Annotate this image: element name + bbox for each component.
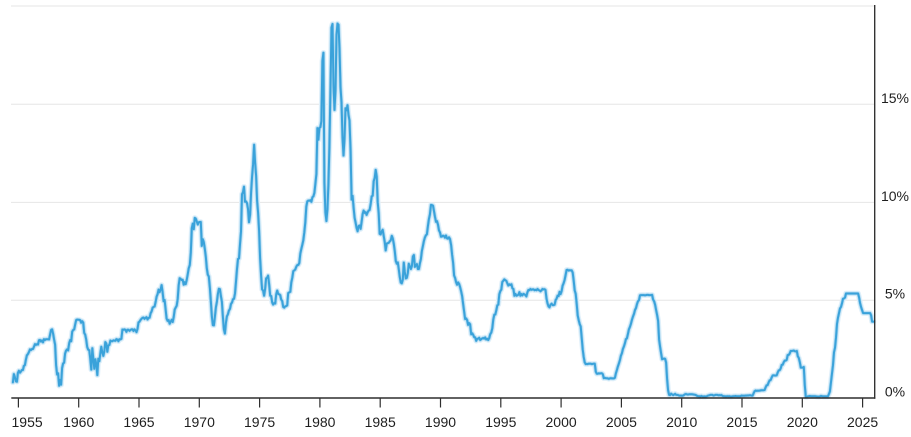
svg-text:1975: 1975 bbox=[244, 414, 275, 430]
svg-text:1960: 1960 bbox=[63, 414, 94, 430]
svg-text:1995: 1995 bbox=[485, 414, 516, 430]
svg-text:2015: 2015 bbox=[726, 414, 757, 430]
svg-text:15%: 15% bbox=[881, 90, 909, 106]
svg-text:1955: 1955 bbox=[12, 414, 43, 430]
svg-text:2020: 2020 bbox=[787, 414, 818, 430]
svg-text:1990: 1990 bbox=[425, 414, 456, 430]
svg-text:2025: 2025 bbox=[847, 414, 878, 430]
svg-text:2000: 2000 bbox=[546, 414, 577, 430]
svg-text:1970: 1970 bbox=[184, 414, 215, 430]
svg-text:10%: 10% bbox=[881, 188, 909, 204]
svg-text:2005: 2005 bbox=[606, 414, 637, 430]
svg-text:1980: 1980 bbox=[304, 414, 335, 430]
svg-text:1965: 1965 bbox=[123, 414, 154, 430]
svg-text:2010: 2010 bbox=[666, 414, 697, 430]
svg-text:5%: 5% bbox=[885, 286, 905, 302]
svg-text:1985: 1985 bbox=[365, 414, 396, 430]
svg-text:0%: 0% bbox=[885, 384, 905, 400]
